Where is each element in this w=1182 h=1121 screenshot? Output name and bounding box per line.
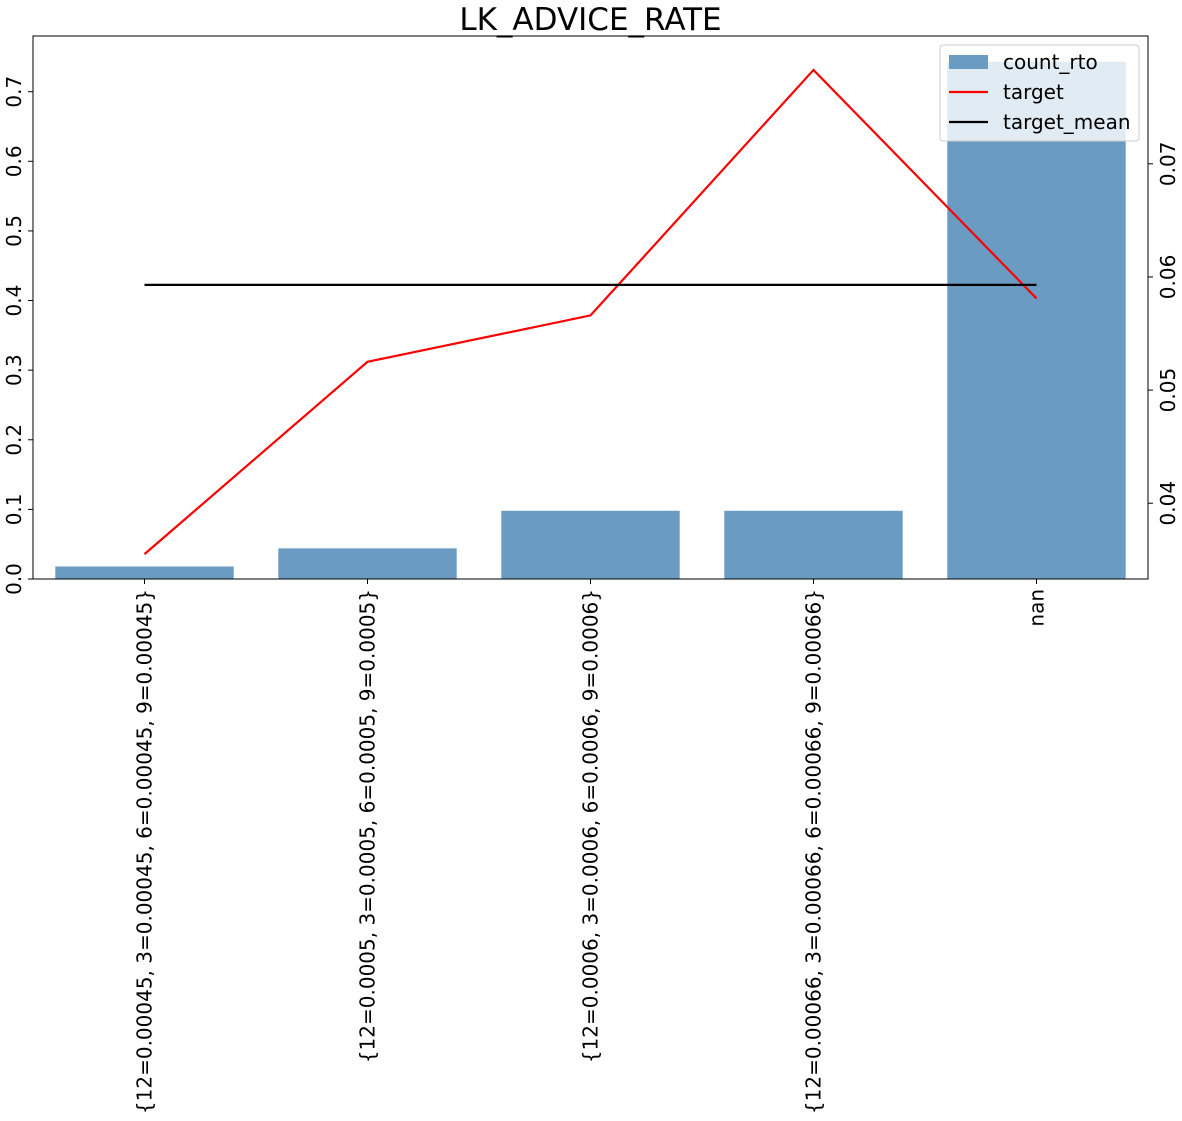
legend-box bbox=[939, 44, 1140, 142]
right-tick-label: 0.07 bbox=[1156, 142, 1180, 187]
left-tick-label: 0.3 bbox=[2, 354, 26, 386]
bar-count_rto-3 bbox=[724, 510, 903, 579]
line-target bbox=[143, 68, 1038, 555]
bar-count_rto-1 bbox=[278, 548, 457, 579]
bar-layer bbox=[55, 61, 1126, 579]
bar-count_rto-0 bbox=[55, 566, 234, 579]
bar-count_rto-4 bbox=[947, 61, 1126, 579]
x-tick-label: {12=0.0005, 3=0.0005, 6=0.0005, 9=0.0005… bbox=[356, 589, 380, 1063]
bar-count_rto-2 bbox=[501, 510, 680, 579]
left-tick-label: 0.4 bbox=[2, 285, 26, 317]
legend-label-target_mean: target_mean bbox=[1003, 110, 1131, 134]
left-tick-label: 0.2 bbox=[2, 424, 26, 456]
left-tick-label: 0.1 bbox=[2, 493, 26, 525]
right-tick-label: 0.06 bbox=[1156, 255, 1180, 300]
line-layer bbox=[143, 68, 1038, 555]
legend-swatch-count_rto bbox=[949, 55, 988, 69]
legend-label-count_rto: count_rto bbox=[1003, 50, 1098, 74]
left-tick-label: 0.0 bbox=[2, 563, 26, 595]
right-tick-label: 0.04 bbox=[1156, 481, 1180, 526]
x-tick-label: {12=0.00045, 3=0.00045, 6=0.00045, 9=0.0… bbox=[133, 589, 157, 1114]
legend-label-target: target bbox=[1003, 80, 1064, 104]
right-tick-label: 0.05 bbox=[1156, 368, 1180, 413]
x-tick-label: nan bbox=[1025, 589, 1049, 627]
left-tick-label: 0.6 bbox=[2, 145, 26, 177]
axes: 0.0 0.1 0.2 0.3 0.4 0.5 0.6 0.7 0.04 0.05 0.06 0.07… bbox=[2, 35, 1180, 1114]
left-tick-label: 0.5 bbox=[2, 215, 26, 247]
chart-title: LK_ADVICE_RATE bbox=[459, 2, 721, 38]
left-tick-label: 0.7 bbox=[2, 76, 26, 108]
x-tick-label: {12=0.00066, 3=0.00066, 6=0.00066, 9=0.0… bbox=[802, 589, 826, 1114]
x-tick-label: {12=0.0006, 3=0.0006, 6=0.0006, 9=0.0006… bbox=[579, 589, 603, 1063]
